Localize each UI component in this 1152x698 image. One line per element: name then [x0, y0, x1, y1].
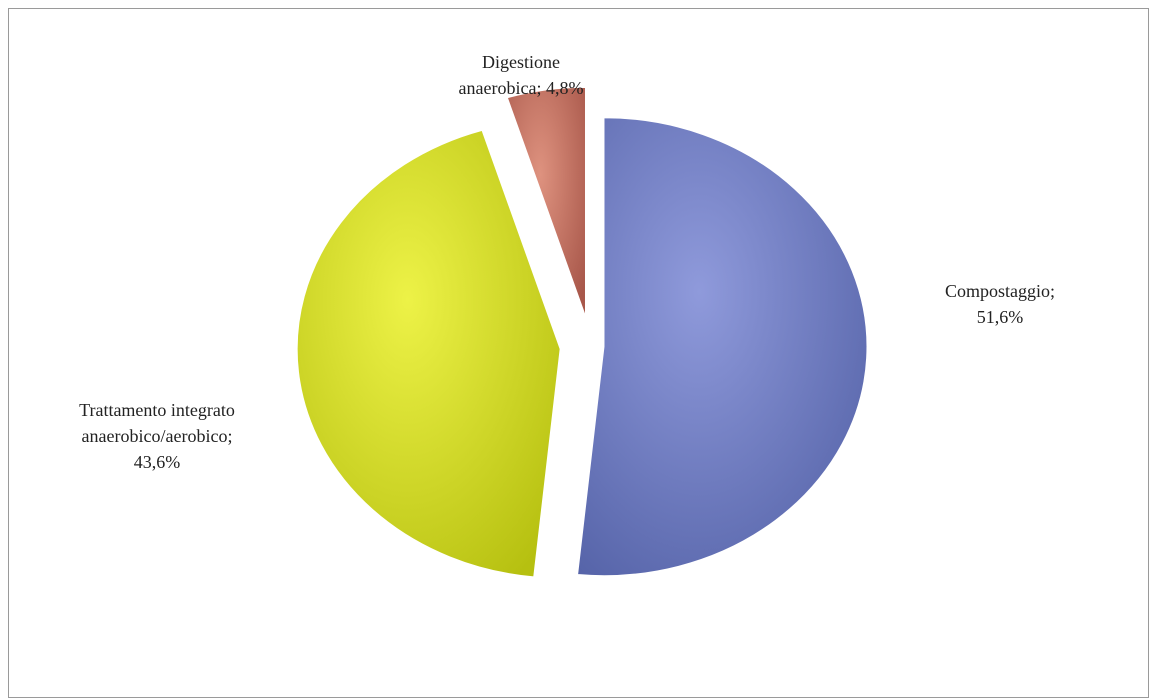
- pie-slice-1: [577, 117, 868, 577]
- slice-label-line: Compostaggio;: [945, 281, 1055, 301]
- slice-label-line: anaerobica; 4,8%: [459, 78, 584, 98]
- slice-label-line: anaerobico/aerobico;: [82, 426, 233, 446]
- slice-label-line: 51,6%: [977, 307, 1024, 327]
- slice-label-line: 43,6%: [134, 452, 181, 472]
- slice-label-2: Trattamento integrato anaerobico/aerobico…: [79, 400, 235, 472]
- slice-label-line: Digestione: [482, 52, 560, 72]
- slice-label-line: Trattamento integrato: [79, 400, 235, 420]
- slice-label-3: Digestione anaerobica; 4,8%: [459, 52, 584, 98]
- pie-slice-2: [296, 129, 561, 578]
- pie-slice-3: [506, 86, 586, 317]
- pie-chart: Compostaggio; 51,6% Trattamento integrato a…: [79, 52, 1055, 578]
- slice-label-1: Compostaggio; 51,6%: [945, 281, 1055, 327]
